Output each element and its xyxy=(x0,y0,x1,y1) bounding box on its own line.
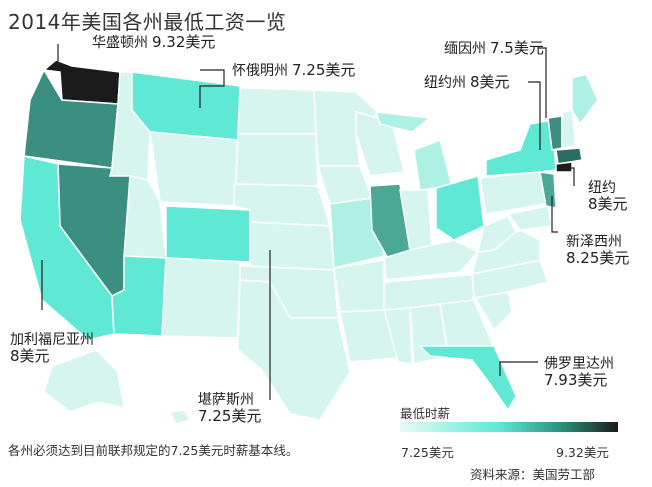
map-title: 2014年美国各州最低工资一览 xyxy=(8,10,287,34)
state-missouri xyxy=(329,197,385,269)
state-colorado xyxy=(165,205,251,263)
state-texas xyxy=(237,279,351,421)
state-northdakota xyxy=(237,87,317,135)
label-newyork: 纽约州 8美元 xyxy=(424,73,510,91)
state-minnesota xyxy=(313,89,380,167)
leader-newjersey xyxy=(551,196,558,233)
legend-min: 7.25美元 xyxy=(401,445,454,460)
source: 资料来源：美国劳工部 xyxy=(470,467,596,482)
state-westvirginia xyxy=(477,215,517,253)
label-montana: 怀俄明州 7.25美元 xyxy=(232,61,356,79)
state-connecticut xyxy=(555,161,573,173)
leader-florida xyxy=(499,361,538,376)
legend-title: 最低时薪 xyxy=(400,406,451,421)
state-florida xyxy=(418,345,517,412)
label-vermont: 缅因州 7.5美元 xyxy=(444,39,544,57)
state-mississippi xyxy=(383,307,413,365)
leader-nyc xyxy=(564,167,575,186)
state-newhampshire xyxy=(561,109,577,149)
state-newmexico xyxy=(161,257,241,339)
legend-gradient xyxy=(400,422,618,432)
state-iowa xyxy=(316,165,374,205)
label-nyc: 纽约 8美元 xyxy=(588,180,628,213)
leader-vermont xyxy=(538,47,547,118)
label-washington: 华盛顿州 9.32美元 xyxy=(92,33,216,51)
state-michigan xyxy=(413,138,453,191)
state-hawaii xyxy=(168,409,192,425)
state-arkansas xyxy=(333,259,385,313)
state-michigan-upper xyxy=(374,111,432,133)
state-southdakota xyxy=(235,133,319,187)
legend-max: 9.32美元 xyxy=(556,445,609,460)
label-florida: 佛罗里达州 7.93美元 xyxy=(544,356,614,389)
state-kansas xyxy=(249,221,335,271)
state-maine xyxy=(571,73,599,126)
leader-montana xyxy=(199,69,225,108)
state-utah xyxy=(123,175,167,259)
label-newjersey: 新泽西州 8.25美元 xyxy=(566,234,630,267)
footnote: 各州必须达到目前联邦规定的7.25美元时薪基本线。 xyxy=(8,443,299,458)
state-ohio xyxy=(435,175,485,241)
state-massachusetts xyxy=(555,147,583,165)
state-alaska xyxy=(43,349,125,413)
leader-newyork xyxy=(528,81,541,150)
label-kansas: 堪萨斯州 7.25美元 xyxy=(198,392,262,425)
state-wyoming xyxy=(149,131,239,207)
state-newyork xyxy=(485,119,557,177)
label-california: 加利福尼亚州 8美元 xyxy=(10,332,94,365)
